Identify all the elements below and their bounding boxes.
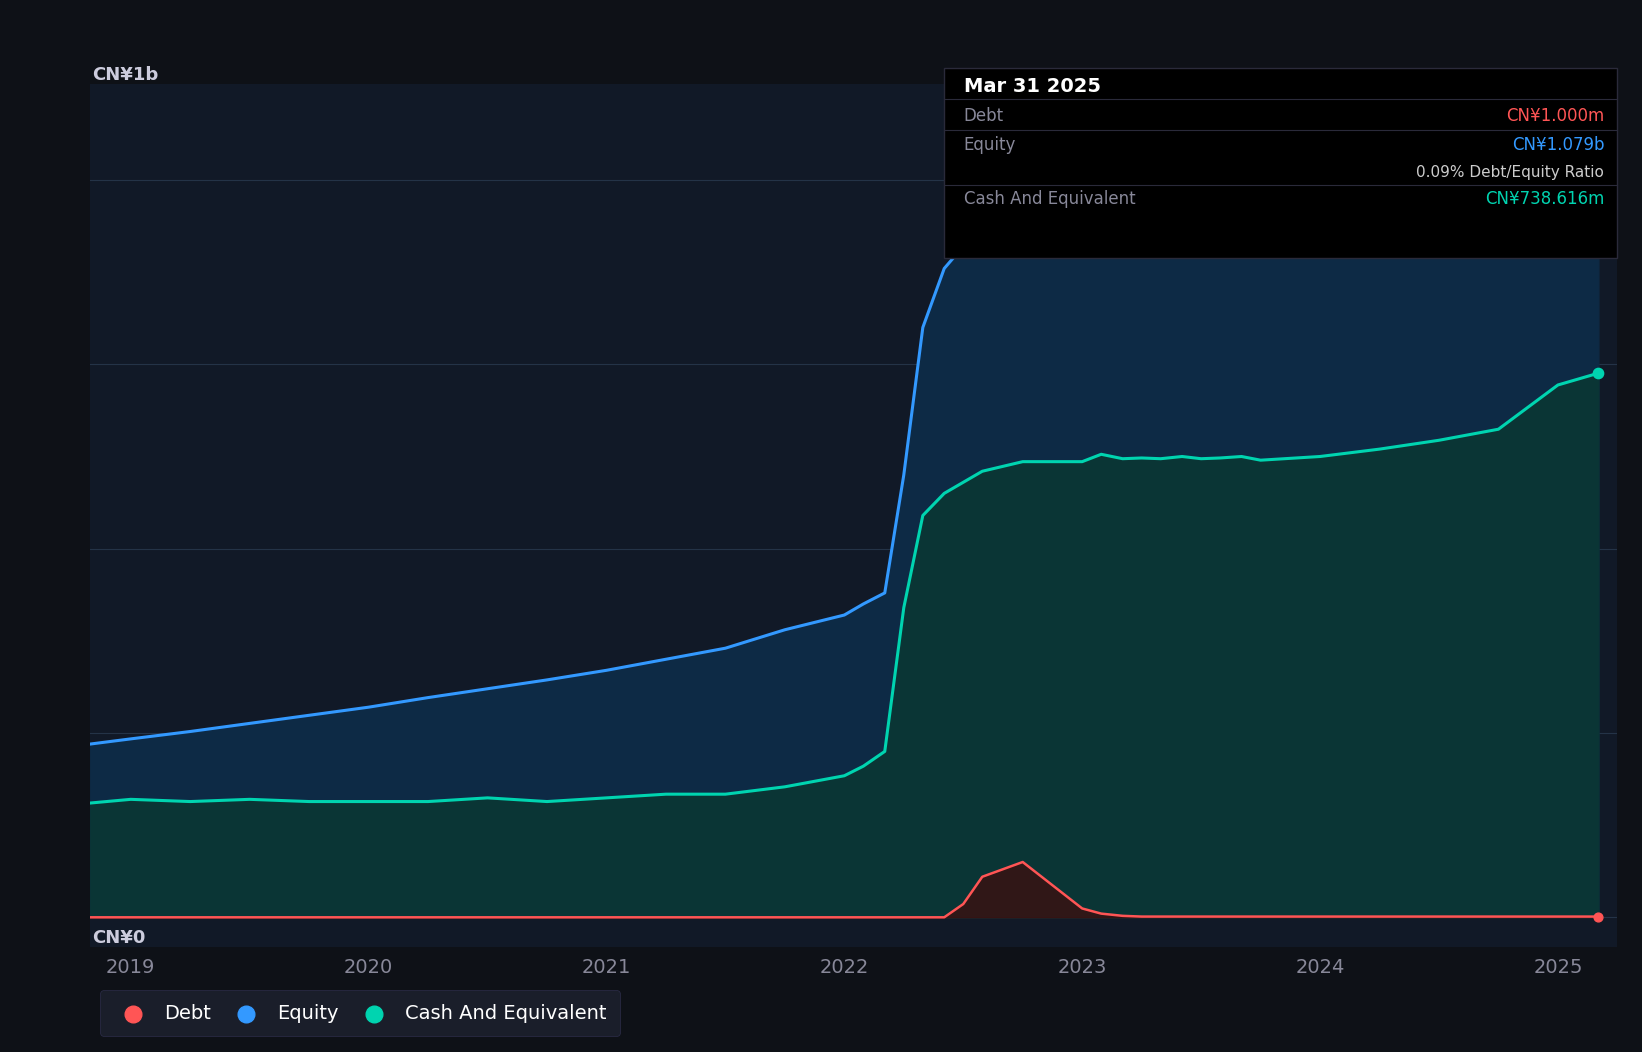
Text: CN¥1.079b: CN¥1.079b [1512,136,1604,154]
Text: Debt: Debt [964,106,1003,124]
Point [1585,908,1611,925]
Text: Cash And Equivalent: Cash And Equivalent [964,190,1136,208]
Legend: Debt, Equity, Cash And Equivalent: Debt, Equity, Cash And Equivalent [100,990,621,1036]
Text: Mar 31 2025: Mar 31 2025 [964,77,1100,96]
Text: CN¥1.000m: CN¥1.000m [1506,106,1604,124]
Text: 0.09% Debt/Equity Ratio: 0.09% Debt/Equity Ratio [1417,165,1604,180]
Point [1585,114,1611,130]
Text: CN¥738.616m: CN¥738.616m [1484,190,1604,208]
Text: CN¥1b: CN¥1b [92,66,158,84]
Point [1585,365,1611,382]
Text: Equity: Equity [964,136,1016,154]
Text: CN¥0: CN¥0 [92,929,144,947]
